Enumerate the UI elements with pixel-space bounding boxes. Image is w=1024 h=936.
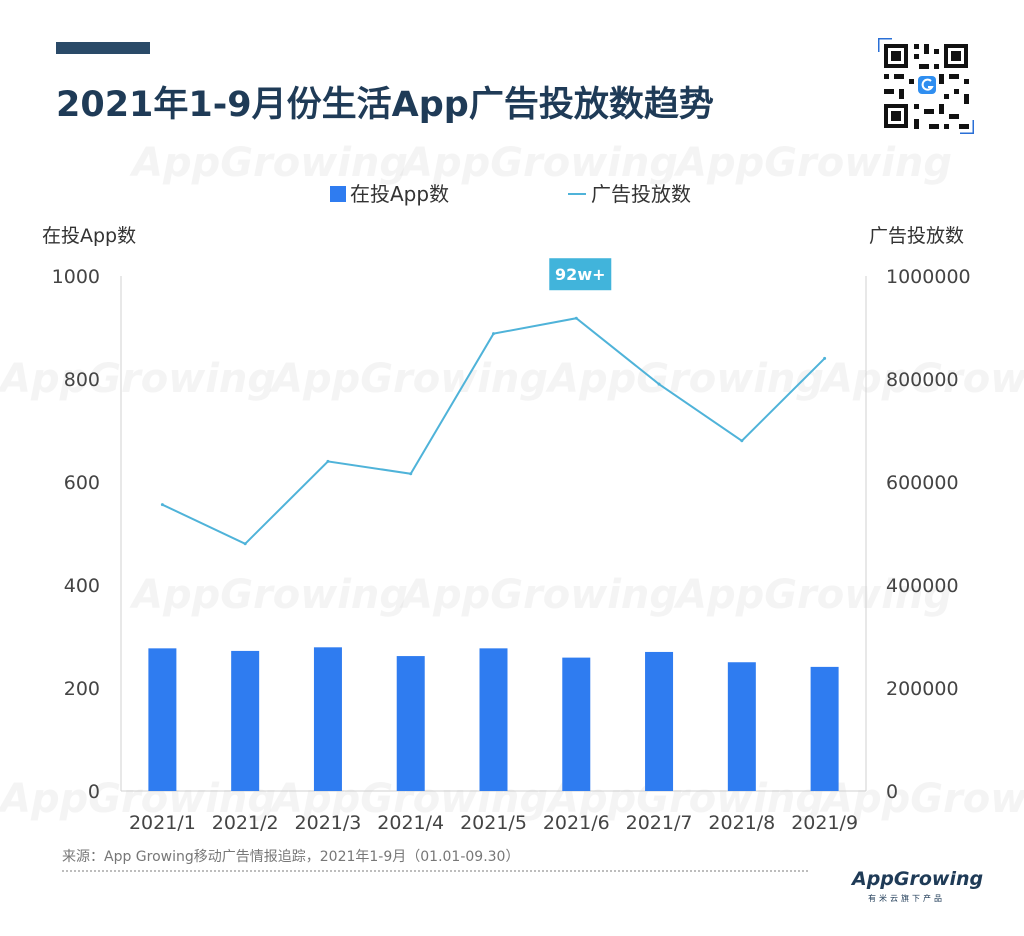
x-tick-label: 2021/5 [460, 812, 527, 834]
bar [810, 666, 839, 791]
legend: 在投App数 广告投放数 [330, 182, 691, 206]
line-point [326, 459, 330, 463]
left-axis-title: 在投App数 [42, 225, 136, 247]
bar [231, 650, 260, 791]
x-tick-label: 2021/7 [626, 812, 693, 834]
brand-tagline: 有米云旗下产品 [868, 894, 945, 903]
left-tick-labels: 1000 800 600 400 200 0 [52, 266, 100, 803]
right-tick-label: 200000 [886, 678, 959, 700]
right-axis-title: 广告投放数 [869, 225, 964, 247]
line-point [823, 356, 827, 360]
right-tick-label: 800000 [886, 369, 959, 391]
x-tick-label: 2021/9 [791, 812, 858, 834]
page-title: 2021年1-9月份生活App广告投放数趋势 [56, 85, 714, 125]
x-tick-label: 2021/3 [295, 812, 362, 834]
bar [396, 656, 425, 791]
bar-series [148, 647, 839, 791]
left-tick-label: 800 [64, 369, 100, 391]
bar [148, 648, 177, 791]
line-point [160, 503, 164, 507]
x-tick-label: 2021/1 [129, 812, 196, 834]
left-tick-label: 600 [64, 472, 100, 494]
peak-callout: 92w+ [549, 258, 612, 291]
brand-logo: AppGrowing [852, 868, 984, 890]
qr-code-icon [878, 38, 974, 134]
source-note: 来源：App Growing移动广告情报追踪，2021年1-9月（01.01-0… [62, 849, 520, 865]
x-tick-label: 2021/6 [543, 812, 610, 834]
bar [313, 647, 342, 791]
legend-line-label: 广告投放数 [591, 182, 691, 206]
line-point [657, 382, 661, 386]
bar [645, 651, 674, 791]
legend-bar-label: 在投App数 [350, 182, 449, 206]
legend-bar-swatch [330, 186, 346, 202]
bar [479, 648, 508, 791]
bar [562, 657, 591, 791]
line-series [160, 316, 827, 546]
source-divider [62, 870, 808, 872]
x-tick-labels: 2021/1 2021/2 2021/3 2021/4 2021/5 2021/6 2021… [129, 812, 858, 834]
right-tick-labels: 1000000 800000 600000 400000 200000 0 [886, 266, 971, 803]
x-tick-label: 2021/2 [212, 812, 279, 834]
left-tick-label: 0 [88, 781, 100, 803]
left-tick-label: 400 [64, 575, 100, 597]
bar [727, 662, 756, 791]
line-point [574, 316, 578, 320]
right-tick-label: 400000 [886, 575, 959, 597]
title-accent-bar [56, 42, 150, 54]
right-tick-label: 0 [886, 781, 898, 803]
line-path [161, 317, 826, 546]
x-tick-label: 2021/8 [708, 812, 775, 834]
line-point [740, 439, 744, 443]
line-point [409, 472, 413, 476]
peak-callout-box [549, 258, 612, 291]
left-tick-label: 1000 [52, 266, 100, 288]
x-tick-label: 2021/4 [377, 812, 444, 834]
left-tick-label: 200 [64, 678, 100, 700]
right-tick-label: 600000 [886, 472, 959, 494]
peak-callout-label: 92w+ [555, 265, 605, 284]
line-point [492, 332, 495, 336]
right-tick-label: 1000000 [886, 266, 971, 288]
line-point [243, 542, 247, 546]
